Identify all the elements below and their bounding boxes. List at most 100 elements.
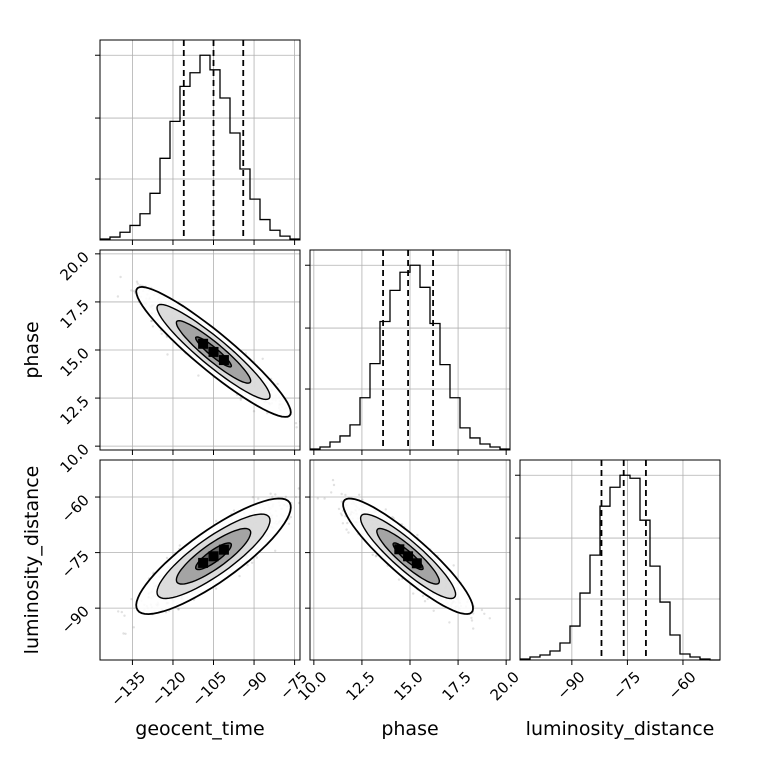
sample-point <box>92 253 94 255</box>
sample-point <box>331 478 335 482</box>
sample-point <box>116 295 120 298</box>
sample-point <box>412 592 415 595</box>
sample-point <box>345 528 348 531</box>
sample-point <box>316 497 319 500</box>
sample-point <box>426 597 429 601</box>
sample-point <box>341 522 345 525</box>
sample-point <box>297 487 300 490</box>
sample-point <box>197 374 200 377</box>
sample-point <box>432 609 435 612</box>
sample-point <box>251 496 255 499</box>
scatter-geocent_time-luminosity_distance <box>117 461 322 635</box>
scatter-geocent_time-phase <box>92 253 304 429</box>
sample-point <box>238 574 241 578</box>
y-tick-label: 15.0 <box>56 344 92 380</box>
histogram-geocent_time <box>100 54 300 240</box>
sample-point <box>246 563 249 567</box>
sample-point <box>344 493 347 497</box>
sample-point <box>340 500 343 503</box>
sample-point <box>371 553 374 556</box>
sample-point <box>261 357 264 360</box>
sample-point <box>295 426 298 429</box>
sample-point <box>347 531 350 534</box>
y-tick-label: 10.0 <box>56 440 92 476</box>
sample-point <box>130 289 133 292</box>
sample-point <box>122 632 125 635</box>
sample-point <box>164 611 168 614</box>
y-tick-label: 20.0 <box>56 248 92 284</box>
sample-point <box>374 555 378 558</box>
x-tick-label: −90 <box>236 668 271 703</box>
sample-point <box>448 621 451 624</box>
sample-point <box>132 626 135 629</box>
sample-point <box>274 493 277 496</box>
sample-point <box>160 332 163 335</box>
sample-point <box>358 493 361 496</box>
sample-point <box>488 617 491 620</box>
panel-geocent_time <box>99 39 301 241</box>
x-tick-label: −135 <box>107 668 149 710</box>
sample-point <box>266 412 269 415</box>
sample-point <box>483 612 486 615</box>
sample-point <box>177 608 180 611</box>
y-tick-label: −75 <box>58 547 93 582</box>
sample-point <box>294 422 298 425</box>
sample-point <box>452 564 455 567</box>
sample-point <box>361 498 364 501</box>
sample-point <box>480 608 484 612</box>
sample-point <box>339 512 343 515</box>
sample-point <box>271 495 274 499</box>
density-peak <box>198 557 209 568</box>
sample-point <box>120 610 124 614</box>
density-peak <box>208 551 219 562</box>
y-axis-label-luminosity_distance: luminosity_distance <box>21 466 43 655</box>
sample-point <box>302 408 304 410</box>
sample-point <box>135 280 139 283</box>
sample-point <box>472 627 475 630</box>
sample-point <box>257 497 260 500</box>
sample-point <box>332 483 336 487</box>
density-peak <box>411 558 422 569</box>
sample-point <box>303 496 305 498</box>
sample-point <box>423 600 427 603</box>
sample-point <box>340 492 343 496</box>
sample-point <box>250 561 254 564</box>
x-tick-label: 12.5 <box>342 668 378 704</box>
sample-point <box>320 461 322 463</box>
sample-point <box>178 544 181 547</box>
sample-point <box>289 515 292 519</box>
sample-point <box>375 554 378 557</box>
sample-point <box>297 501 300 505</box>
density-peak <box>394 544 405 555</box>
x-axis-label-geocent_time: geocent_time <box>135 718 264 740</box>
sample-point <box>269 492 272 495</box>
sample-point <box>470 616 473 620</box>
density-peak <box>198 338 209 349</box>
sample-point <box>166 353 169 356</box>
sample-point <box>470 619 474 622</box>
x-tick-label: 20.0 <box>487 668 523 704</box>
sample-point <box>214 587 218 590</box>
x-tick-label: 15.0 <box>390 668 426 704</box>
sample-point <box>330 491 333 494</box>
sample-point <box>416 533 419 537</box>
sample-point <box>346 521 349 525</box>
sample-point <box>391 515 394 519</box>
x-tick-label: −105 <box>188 668 230 710</box>
x-tick-label: 17.5 <box>438 668 474 704</box>
sample-point <box>150 319 153 323</box>
sample-point <box>117 610 120 613</box>
sample-point <box>239 398 242 401</box>
x-axis-label-luminosity_distance: luminosity_distance <box>526 718 715 740</box>
x-tick-label: −120 <box>148 668 190 710</box>
sample-point <box>215 519 218 523</box>
sample-point <box>274 549 277 552</box>
sample-point <box>323 497 326 500</box>
x-axis-label-phase: phase <box>381 718 438 740</box>
sample-point <box>119 275 122 279</box>
sample-point <box>139 284 142 287</box>
density-peak <box>218 544 229 555</box>
y-tick-label: 12.5 <box>56 392 92 428</box>
sample-point <box>130 597 133 601</box>
